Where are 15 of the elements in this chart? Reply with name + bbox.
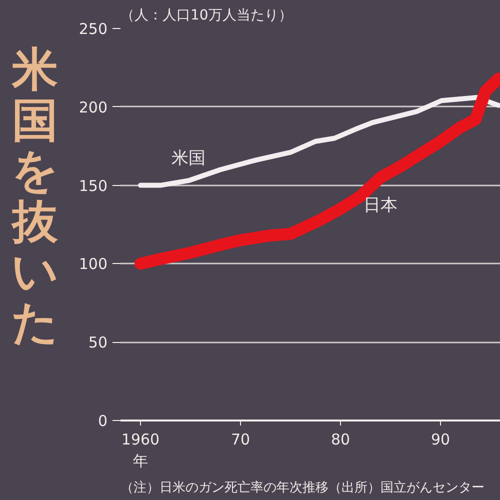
y-tick-label: 150 xyxy=(78,176,108,195)
y-tick-label: 250 xyxy=(78,20,108,38)
x-tick-label: 1960 年 xyxy=(121,430,160,470)
x-tick-label: 80 xyxy=(330,430,350,448)
y-axis-title: （人：人口10万人当たり） xyxy=(120,8,292,24)
series-label: 日本 xyxy=(364,195,398,216)
text: 米国を抜いた xyxy=(12,44,58,349)
series-label: 米国 xyxy=(172,148,206,169)
y-tick-label: 50 xyxy=(88,334,108,352)
x-tick-label: 70 xyxy=(230,430,250,448)
y-tick-label: 100 xyxy=(78,255,108,274)
text: （注）日米のガン死亡率の年次推移（出所）国立がんセンター xyxy=(120,480,484,496)
y-tick-label: 200 xyxy=(78,98,108,116)
y-tick-label: 0 xyxy=(98,412,108,430)
x-tick-label: 90 xyxy=(430,430,450,448)
